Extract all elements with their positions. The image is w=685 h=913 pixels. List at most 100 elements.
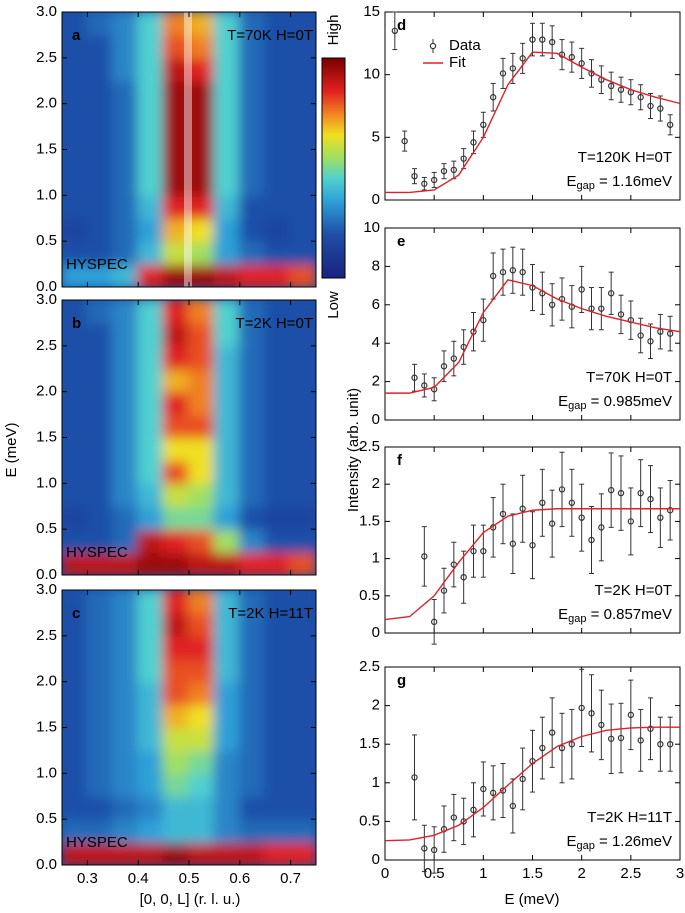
heatmap-cell [213, 459, 241, 485]
heatmap-cell [213, 841, 241, 865]
data-point [430, 846, 438, 854]
heatmap-cell [188, 505, 216, 531]
y-tick-label: 0.5 [36, 810, 57, 827]
heatmap-cell [213, 413, 241, 439]
heatmap-cell [111, 12, 140, 36]
heatmap-cell [86, 505, 114, 531]
heatmap-cell [111, 102, 140, 128]
heatmap-cell [213, 795, 241, 821]
y-tick-label: 3.0 [36, 291, 57, 308]
heatmap-cell [213, 505, 241, 531]
heatmap-cell [264, 795, 292, 821]
data-point [617, 489, 625, 497]
y-tick-label: 6 [372, 296, 380, 313]
x-axis-label: [0, 0, L] (r. l. u.) [140, 891, 241, 908]
data-point [519, 55, 526, 62]
data-point [548, 301, 556, 308]
heatmap-cell [162, 79, 190, 105]
data-point [421, 845, 428, 852]
y-tick-label: 1.0 [36, 764, 57, 781]
data-point [647, 102, 654, 110]
data-point [421, 382, 428, 389]
heatmap-cell [111, 240, 140, 266]
heatmap-cell [86, 590, 114, 614]
heatmap-cell [111, 749, 140, 775]
heatmap-cell [289, 726, 316, 752]
heatmap-cell [264, 590, 292, 614]
data-point [480, 547, 487, 555]
heatmap-cell [238, 217, 267, 243]
heatmap-cell [86, 657, 114, 683]
gap-label: Egap = 1.26meV [566, 833, 672, 852]
heatmap-cell [213, 634, 241, 660]
heatmap-cell [213, 749, 241, 775]
data-point [440, 167, 448, 175]
heatmap-cell [162, 818, 190, 844]
heatmap-cell [238, 657, 267, 683]
heatmap-cell [289, 634, 316, 660]
data-point [637, 737, 644, 744]
heatmap-cell [111, 263, 140, 287]
y-tick-label: 0.0 [36, 566, 57, 583]
heatmap-cell [188, 102, 216, 128]
heatmap-cell [264, 321, 292, 347]
data-point [637, 332, 644, 339]
legend-label: Fit [449, 54, 466, 71]
heatmap-cell [213, 436, 241, 462]
heatmap-cell [289, 818, 316, 844]
heatmap-cell [137, 171, 165, 197]
heatmap-cell [111, 459, 140, 485]
data-point [480, 316, 487, 324]
plot-frame [61, 11, 317, 288]
data-point [568, 499, 576, 506]
heatmap-cell [137, 125, 165, 151]
heatmap-cell [86, 367, 114, 393]
plot-frame [61, 299, 317, 576]
heatmap-cell [238, 300, 267, 324]
data-point [539, 499, 546, 506]
heatmap-cell [86, 818, 114, 844]
heatmap-cell [62, 680, 89, 706]
heatmap-cell [188, 321, 216, 347]
heatmap-cell [213, 125, 241, 151]
fit-line [384, 726, 680, 842]
heatmap-cell [162, 772, 190, 798]
heatmap-cell [162, 217, 190, 243]
heatmap-cell [111, 680, 140, 706]
heatmap-cell [162, 482, 190, 508]
data-point [666, 741, 674, 748]
heatmap-cell [162, 148, 190, 174]
heatmap-cell [62, 505, 89, 531]
data-point [470, 139, 477, 146]
heatmap-cell [111, 634, 140, 660]
heatmap-cell [289, 413, 316, 439]
heatmap-cell [213, 703, 241, 729]
heatmap-cell [264, 657, 292, 683]
heatmap-cell [111, 413, 140, 439]
data-point [411, 774, 418, 781]
heatmap-cell [111, 125, 140, 151]
data-point [647, 725, 654, 732]
data-point [499, 70, 507, 77]
heatmap-cell [213, 171, 241, 197]
heatmap-cell [213, 551, 241, 575]
gap-label: Egap = 0.985meV [558, 393, 672, 412]
y-tick-label: 0.5 [359, 587, 380, 604]
gap-value: = 0.857meV [587, 606, 672, 623]
heatmap-cell [111, 367, 140, 393]
heatmap-cell [111, 726, 140, 752]
heatmap-cell [238, 680, 267, 706]
y-tick-label: 0 [372, 411, 380, 428]
heatmap-cell [62, 217, 89, 243]
heatmap-cell [111, 194, 140, 220]
data-point [548, 38, 556, 46]
y-tick-label: 0.0 [36, 278, 57, 295]
data-point [666, 121, 674, 129]
heatmap-cell [62, 321, 89, 347]
heatmap-cell [264, 551, 292, 575]
heatmap-cell [111, 344, 140, 370]
x-tick-label: 1.5 [522, 865, 543, 882]
heatmap-cell [162, 459, 190, 485]
heatmap-cell [62, 590, 89, 614]
